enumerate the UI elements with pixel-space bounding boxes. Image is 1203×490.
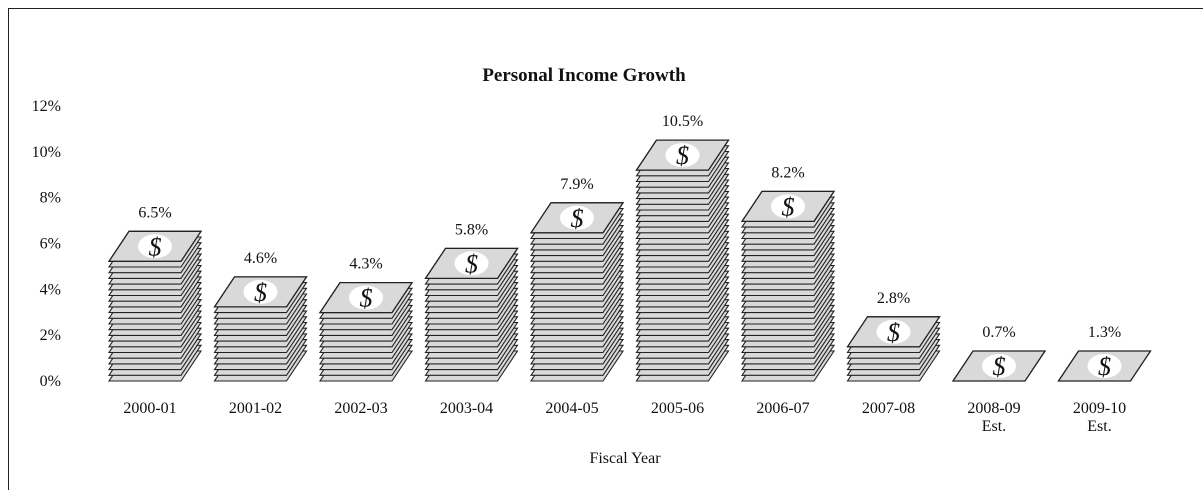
x-tick-label: 2000-01 — [123, 400, 176, 417]
dollar-icon-bg — [454, 251, 489, 276]
dollar-icon: $ — [571, 204, 584, 233]
y-tick-label: 4% — [40, 281, 61, 298]
y-tick-label: 10% — [32, 144, 61, 161]
x-tick-label: 2004-05 — [545, 400, 598, 417]
dollar-icon-bg — [243, 279, 278, 304]
bar: $4.6% — [213, 250, 308, 382]
dollar-icon: $ — [465, 249, 478, 278]
bar: $1.3% — [1057, 324, 1152, 382]
bar: $6.5% — [107, 204, 203, 382]
x-axis-title: Fiscal Year — [589, 450, 661, 467]
data-label: 10.5% — [662, 113, 703, 130]
y-tick-label: 0% — [40, 373, 61, 390]
x-tick-label: 2006-07 — [756, 400, 809, 417]
x-axis: 2000-01 2001-02 2002-03 2003-04 2004-05 2005-… — [123, 400, 1126, 435]
bar: $0.7% — [951, 324, 1047, 382]
bar: $8.2% — [740, 164, 836, 382]
dollar-icon: $ — [676, 141, 689, 170]
bars: $6.5%$4.6%$4.3% $5.8% $7.9%$10.5%$8.2%$2.8… — [107, 113, 1152, 382]
data-label: 2.8% — [877, 290, 910, 307]
dollar-icon-bg — [1087, 354, 1122, 378]
data-label: 8.2% — [771, 164, 804, 181]
y-tick-label: 8% — [40, 190, 61, 207]
x-tick-label: 2001-02 — [229, 400, 282, 417]
bar: $2.8% — [846, 290, 941, 382]
data-label: 4.3% — [349, 256, 382, 273]
bar: $4.3% — [318, 256, 414, 382]
bar-chart: Personal Income Growth 0%2%4%6%8%10%12% … — [32, 65, 1152, 467]
data-label: 0.7% — [982, 324, 1015, 341]
dollar-icon: $ — [254, 278, 267, 307]
y-axis: 0% 2% 4% 6% 8% 10% 12% — [32, 98, 61, 390]
dollar-icon-bg — [982, 354, 1016, 378]
chart-frame: Personal Income Growth 0% 2% 4% 6% 8% 10% 12% … — [8, 8, 1203, 490]
x-tick-label: 2009-10 Est. — [1073, 400, 1126, 435]
dollar-icon: $ — [149, 232, 162, 261]
dollar-icon: $ — [360, 284, 373, 313]
x-tick-label: 2002-03 — [334, 400, 387, 417]
dollar-icon-bg — [560, 205, 594, 230]
data-label: 7.9% — [560, 176, 593, 193]
y-tick-label: 12% — [32, 98, 61, 115]
x-tick-label: 2003-04 — [440, 400, 493, 417]
chart-title: Personal Income Growth — [482, 65, 686, 86]
dollar-icon: $ — [1098, 352, 1111, 381]
dollar-icon: $ — [782, 192, 795, 221]
dollar-icon: $ — [993, 352, 1006, 381]
x-tick-label: 2007-08 — [862, 400, 915, 417]
data-label: 1.3% — [1088, 324, 1121, 341]
dollar-icon: $ — [887, 318, 900, 347]
bar: $5.8% — [424, 221, 519, 382]
x-tick-label: 2005-06 — [651, 400, 704, 417]
y-tick-label: 6% — [40, 236, 61, 253]
dollar-icon-bg — [665, 143, 700, 168]
x-tick-label: 2008-09 Est. — [967, 400, 1020, 435]
dollar-icon-bg — [876, 319, 911, 344]
y-tick-label: 2% — [40, 327, 61, 344]
data-label: 5.8% — [455, 221, 488, 238]
bar: $10.5% — [635, 113, 730, 382]
data-label: 6.5% — [138, 204, 171, 221]
dollar-icon-bg — [349, 285, 383, 310]
data-label: 4.6% — [244, 250, 277, 267]
dollar-icon-bg — [138, 234, 172, 259]
bar: $7.9% — [529, 176, 625, 382]
dollar-icon-bg — [771, 194, 805, 219]
